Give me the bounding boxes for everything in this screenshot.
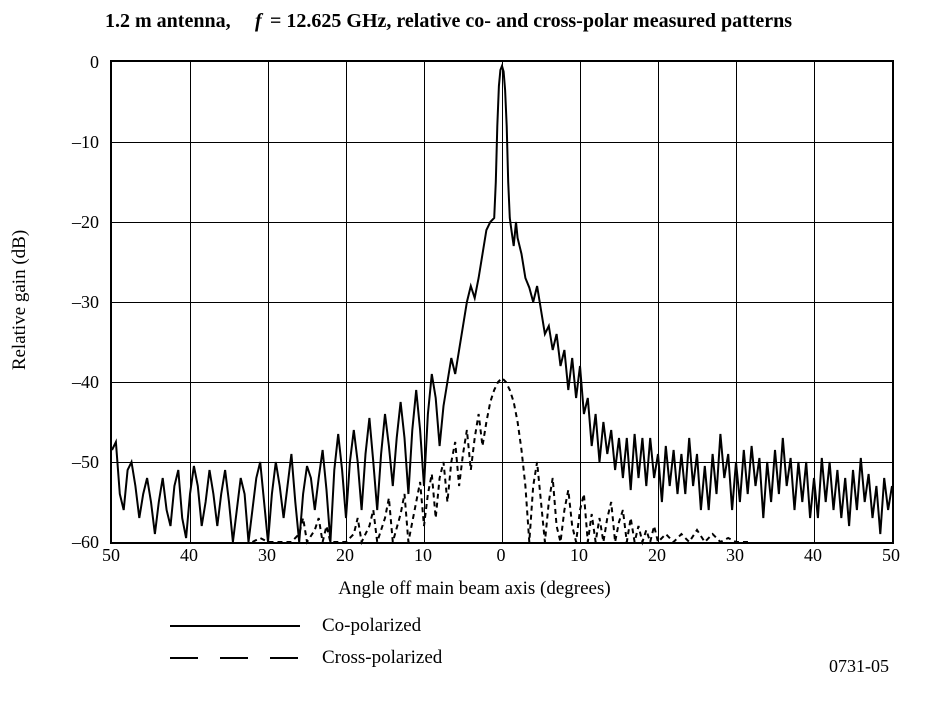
x-tick-m50: 50: [96, 545, 126, 566]
legend: Co-polarized Cross-polarized: [170, 615, 442, 679]
y-tick-m60: –60: [59, 532, 99, 553]
x-tick-p40: 40: [798, 545, 828, 566]
x-tick-m40: 40: [174, 545, 204, 566]
x-tick-p20: 20: [642, 545, 672, 566]
trace-canvas: [112, 62, 892, 542]
legend-label-co: Co-polarized: [322, 615, 421, 637]
antenna-pattern-figure: 1.2 m antenna, f = 12.625 GHz, relative …: [0, 0, 949, 701]
y-tick-m50: –50: [59, 452, 99, 473]
co-polarized-trace: [112, 66, 892, 542]
x-tick-m30: 30: [252, 545, 282, 566]
x-tick-p10: 10: [564, 545, 594, 566]
chart-title-prefix: 1.2 m antenna,: [105, 10, 231, 33]
x-tick-m10: 10: [408, 545, 438, 566]
y-tick-m10: –10: [59, 132, 99, 153]
x-tick-m20: 20: [330, 545, 360, 566]
y-tick-m20: –20: [59, 212, 99, 233]
figure-code: 0731-05: [829, 656, 889, 677]
legend-swatch-solid: [170, 625, 300, 627]
plot-area: [110, 60, 894, 544]
x-axis-label: Angle off main beam axis (degrees): [0, 578, 949, 600]
y-tick-m30: –30: [59, 292, 99, 313]
cross-polarized-trace: [252, 378, 751, 542]
y-axis-label: Relative gain (dB): [9, 230, 31, 370]
x-tick-p30: 30: [720, 545, 750, 566]
y-tick-0: 0: [59, 52, 99, 73]
legend-row-co: Co-polarized: [170, 615, 442, 637]
chart-title-suffix: = 12.625 GHz, relative co- and cross-pol…: [270, 10, 792, 33]
chart-title-italic: f: [255, 10, 262, 33]
legend-label-cross: Cross-polarized: [322, 647, 442, 669]
x-tick-0: 0: [486, 545, 516, 566]
x-tick-p50: 50: [876, 545, 906, 566]
y-tick-m40: –40: [59, 372, 99, 393]
legend-row-cross: Cross-polarized: [170, 647, 442, 669]
